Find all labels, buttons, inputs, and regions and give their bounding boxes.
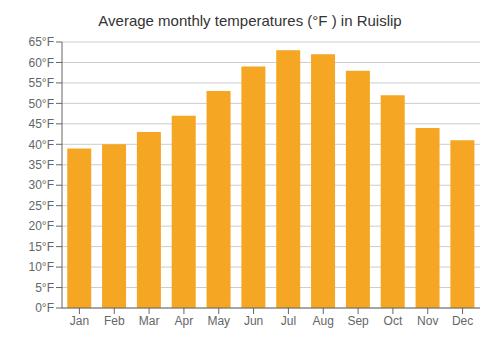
svg-text:Mar: Mar (139, 314, 160, 328)
svg-text:50°F: 50°F (29, 97, 54, 111)
svg-text:Jan: Jan (70, 314, 89, 328)
svg-text:0°F: 0°F (35, 301, 54, 315)
svg-text:Apr: Apr (175, 314, 194, 328)
svg-text:May: May (207, 314, 230, 328)
svg-text:Oct: Oct (384, 314, 403, 328)
svg-text:30°F: 30°F (29, 178, 54, 192)
svg-text:65°F: 65°F (29, 35, 54, 49)
svg-text:40°F: 40°F (29, 138, 54, 152)
svg-text:5°F: 5°F (35, 281, 54, 295)
svg-text:15°F: 15°F (29, 240, 54, 254)
svg-text:Feb: Feb (104, 314, 125, 328)
svg-text:20°F: 20°F (29, 219, 54, 233)
svg-text:Aug: Aug (313, 314, 334, 328)
html-text:Average monthly temperatures (: Average monthly temperatures (°F ) in Ru… (98, 12, 402, 29)
svg-text:Jul: Jul (281, 314, 296, 328)
svg-text:55°F: 55°F (29, 76, 54, 90)
svg-text:45°F: 45°F (29, 117, 54, 131)
svg-text:Dec: Dec (452, 314, 473, 328)
svg-text:10°F: 10°F (29, 260, 54, 274)
svg-text:Nov: Nov (417, 314, 438, 328)
svg-text:25°F: 25°F (29, 199, 54, 213)
svg-text:60°F: 60°F (29, 56, 54, 70)
svg-text:35°F: 35°F (29, 158, 54, 172)
svg-text:Jun: Jun (244, 314, 263, 328)
svg-text:Sep: Sep (347, 314, 369, 328)
